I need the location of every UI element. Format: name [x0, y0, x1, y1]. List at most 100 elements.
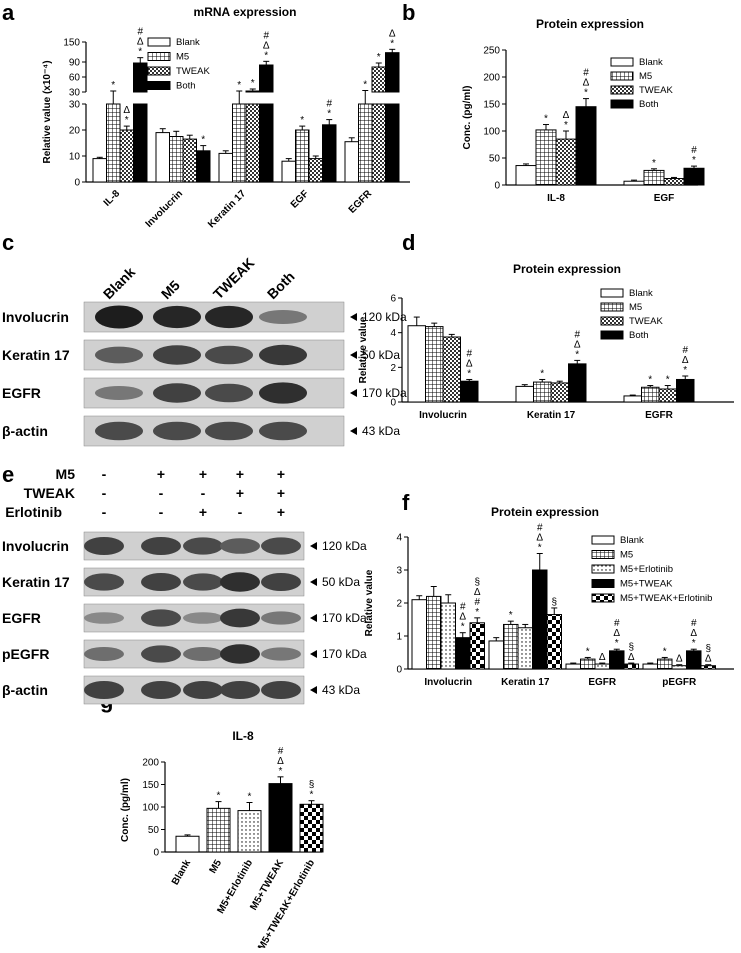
- chart-a-sig-mark: *: [125, 115, 129, 126]
- chart-f-sig-mark: §: [705, 644, 711, 655]
- blot-e-row-label: EGFR: [2, 610, 41, 626]
- chart-d-bar: [515, 385, 534, 403]
- blot-e-condition-sign: +: [199, 504, 207, 520]
- blot-e-condition-sign: -: [159, 504, 164, 520]
- blot-c-row-label: Keratin 17: [2, 347, 70, 363]
- chart-d-sig-mark: Δ: [682, 355, 689, 366]
- blot-e-kda-arrow: [310, 686, 317, 694]
- chart-d-sig-mark: #: [682, 345, 688, 356]
- chart-f-sig-mark: Δ: [474, 587, 481, 598]
- chart-f-category-label: Keratin 17: [501, 677, 550, 688]
- chart-f-legend-swatch: [591, 564, 615, 574]
- blot-e-band: [261, 537, 301, 555]
- blot-c-lane-label: Both: [264, 268, 298, 302]
- chart-g-y-tick-label: 0: [153, 848, 159, 859]
- chart-b-category-label: EGF: [654, 193, 675, 204]
- chart-f-bar: [411, 599, 427, 670]
- chart-b-bar: [535, 129, 557, 186]
- chart-f-legend-label: M5+TWEAK: [620, 579, 673, 590]
- chart-f-legend-label: M5+Erlotinib: [620, 564, 673, 575]
- blot-c-kda-label: 43 kDa: [362, 424, 400, 438]
- chart-a-category-label: Involucrin: [144, 188, 186, 230]
- chart-f-sig-mark: #: [614, 618, 620, 629]
- chart-f-bar: [594, 663, 610, 670]
- chart-a-sig-mark: *: [363, 80, 367, 91]
- chart-b-legend-swatch: [610, 85, 634, 95]
- chart-g-category-label: Blank: [170, 858, 193, 887]
- blot-c-kda-arrow: [350, 313, 357, 321]
- chart-b-bar: [515, 165, 537, 186]
- chart-b-legend-label: Both: [639, 99, 659, 110]
- panel-label-c: c: [2, 230, 14, 255]
- chart-f-sig-mark: *: [509, 610, 513, 621]
- blot-e-band: [141, 645, 181, 663]
- chart-b-bar: [643, 169, 665, 186]
- chart-a-sig-mark: *: [111, 80, 115, 91]
- blot-e-condition-sign: -: [102, 485, 107, 501]
- chart-d-sig-mark: *: [648, 375, 652, 386]
- chart-a-bar: [371, 103, 386, 183]
- chart-b-sig-mark: Δ: [583, 78, 590, 89]
- blot-e-condition-sign: +: [236, 485, 244, 501]
- chart-d-sig-mark: *: [467, 368, 471, 379]
- chart-f-bar: [686, 650, 702, 670]
- blot-e-condition-sign: +: [236, 466, 244, 482]
- chart-b-sig-mark: *: [584, 88, 588, 99]
- chart-b-sig-mark: Δ: [563, 110, 570, 121]
- chart-d-bar: [460, 380, 479, 403]
- chart-a-y-tick-label: 150: [63, 38, 80, 49]
- chart-g-y-tick-label: 150: [142, 780, 159, 791]
- blot-e-kda-arrow: [310, 578, 317, 586]
- chart-f-bar: [532, 569, 548, 670]
- chart-b-sig-mark: *: [544, 114, 548, 125]
- chart-d-legend-label: Blank: [629, 288, 653, 299]
- blot-e-condition-label: Erlotinib: [5, 504, 62, 520]
- chart-f-bar: [623, 663, 639, 670]
- chart-a-bar: [281, 160, 296, 183]
- chart-f-sig-mark: *: [615, 638, 619, 649]
- blot-c-band: [259, 344, 307, 366]
- chart-d-bar: [641, 386, 660, 403]
- chart-a-bar: [119, 129, 134, 183]
- chart-f-sig-mark: Δ: [599, 652, 606, 663]
- chart-d-title: Protein expression: [513, 262, 621, 276]
- blot-c-band: [205, 383, 253, 403]
- chart-f-sig-mark: Δ: [705, 654, 712, 665]
- blot-c-band: [95, 385, 143, 401]
- chart-g-y-label: Conc. (pg/ml): [120, 778, 131, 842]
- chart-g-category-label: M5: [208, 858, 225, 876]
- chart-f-sig-mark: *: [663, 646, 667, 657]
- blot-c-kda-arrow: [350, 351, 357, 359]
- chart-a-sig-mark: *: [264, 50, 268, 61]
- chart-a-y-tick-label: 30: [69, 88, 81, 99]
- blot-e-band: [183, 573, 223, 591]
- chart-b-y-tick-label: 200: [483, 73, 500, 84]
- blot-e-row-label: β-actin: [2, 682, 48, 698]
- blot-c-lane-label: M5: [158, 277, 183, 302]
- blot-e-band: [141, 537, 181, 555]
- chart-a-legend-swatch: [147, 66, 171, 76]
- blot-e-band: [261, 647, 301, 661]
- chart-d-legend-label: TWEAK: [629, 316, 663, 327]
- blot-e-band: [261, 573, 301, 591]
- chart-b-bar: [683, 167, 705, 186]
- chart-f-sig-mark: Δ: [690, 628, 697, 639]
- chart-b-y-tick-label: 150: [483, 100, 500, 111]
- chart-f-y-tick-label: 2: [396, 599, 402, 610]
- chart-d-legend-swatch: [600, 302, 624, 312]
- chart-g-title: IL-8: [232, 729, 254, 743]
- blot-e-band: [220, 572, 260, 592]
- blot-e-condition-sign: -: [102, 466, 107, 482]
- chart-a-bar: [371, 66, 386, 93]
- chart-a-sig-mark: *: [300, 115, 304, 126]
- blot-e-condition-sign: +: [277, 504, 285, 520]
- chart-a-category-label: IL-8: [102, 188, 123, 209]
- chart-f-bar: [580, 658, 596, 670]
- chart-a-legend-swatch: [147, 52, 171, 61]
- blot-c-row-label: β-actin: [2, 423, 48, 439]
- western-blot-e: M5 - + + + + TWEAK - - - + + Erlotinib - - + - + Involucri…: [2, 466, 367, 705]
- chart-f-sig-mark: *: [538, 543, 542, 554]
- chart-f-sig-mark: §: [551, 597, 557, 608]
- chart-f-y-tick-label: 4: [396, 533, 402, 544]
- blot-c-band: [205, 421, 253, 441]
